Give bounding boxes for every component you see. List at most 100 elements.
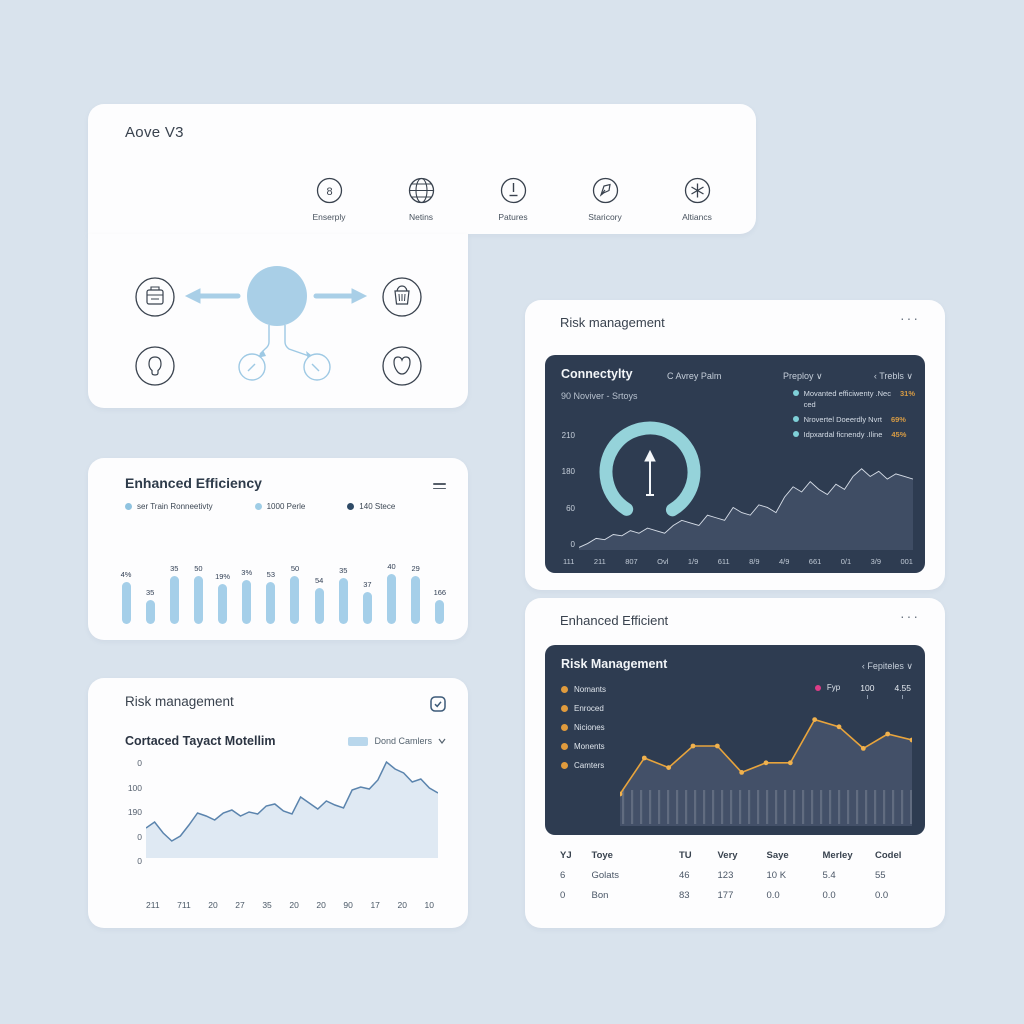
x-tick-label: 27: [235, 900, 245, 910]
table-row[interactable]: 0 Bon 83 177 0.0 0.0 0.0: [560, 890, 910, 901]
heart-icon[interactable]: [382, 346, 422, 386]
flow-diagram-card: [88, 234, 468, 408]
bar[interactable]: [290, 576, 300, 624]
app-title: Aove V3: [125, 124, 184, 141]
bar[interactable]: [218, 584, 228, 624]
bar-value-label: 53: [266, 570, 276, 579]
bar-value-label: 35: [170, 564, 179, 573]
bar-group: 19%: [215, 572, 230, 624]
up-arrow-icon: [644, 449, 656, 496]
x-tick-label: 211: [593, 557, 606, 566]
panel-title: Risk Management: [561, 657, 668, 671]
legend-dot-icon: [792, 431, 799, 437]
bar[interactable]: [242, 580, 252, 624]
x-tick-label: 20: [208, 900, 218, 910]
feature-item-netins[interactable]: Netins: [388, 177, 454, 222]
preploy-dropdown[interactable]: Preploy ∨: [783, 371, 823, 381]
bar-group: 40: [386, 562, 398, 624]
panel-legend: Movanted efficiwenty .Nec 31% ced Nrovertel…: [792, 389, 915, 439]
x-tick-label: 661: [808, 557, 822, 566]
bar[interactable]: [169, 576, 179, 624]
bar-group: 3%: [241, 568, 253, 624]
bar[interactable]: [435, 600, 445, 624]
panel-area-chart: [579, 468, 913, 550]
bar[interactable]: [266, 582, 276, 624]
feature-label: Altiancs: [682, 212, 712, 222]
stats-table: YJ Toye TU Very Saye Merley Codel 6 Golats 46 123 1…: [560, 850, 910, 910]
bar-value-label: 4%: [120, 570, 132, 579]
legend-item: Camters: [561, 761, 606, 770]
feature-icon-row: 8 Enserply Netins Patures Star: [296, 177, 730, 222]
x-tick-label: 807: [625, 557, 638, 566]
sub-node-right[interactable]: [303, 353, 331, 381]
area-chart: [146, 760, 438, 858]
series-selector[interactable]: Dond Camlers: [348, 736, 446, 746]
checkbox-icon[interactable]: [430, 696, 446, 712]
bar-group: 35: [144, 588, 156, 624]
trebls-dropdown[interactable]: ‹ Trebls ∨: [873, 371, 913, 381]
feature-label: Netins: [408, 212, 434, 222]
table-header-cell: Toye: [591, 850, 613, 861]
risk-left-title: Risk management: [125, 694, 234, 709]
legend-label-text: Nrovertel Doeerdly Nvrt: [803, 415, 882, 424]
more-menu-icon[interactable]: ···: [900, 608, 920, 624]
building-icon[interactable]: [135, 277, 175, 317]
table-cell: 0.0: [822, 890, 836, 901]
bar[interactable]: [314, 588, 324, 624]
menu-icon[interactable]: [433, 480, 446, 492]
legend-label-text: Idpxardal ficnendy .Iline: [803, 430, 883, 439]
bar[interactable]: [121, 582, 131, 624]
bar[interactable]: [193, 576, 203, 624]
panel-line-chart: [620, 717, 912, 826]
central-node[interactable]: [247, 266, 307, 326]
y-tick-label: 0: [137, 856, 142, 866]
bar[interactable]: [338, 578, 348, 624]
fepiteles-dropdown[interactable]: ‹ Fepiteles ∨: [861, 661, 913, 671]
x-tick-label: 4/9: [778, 557, 790, 566]
bar[interactable]: [362, 592, 372, 624]
feature-item-enserply[interactable]: 8 Enserply: [296, 177, 362, 222]
risk-dark-panel: Risk Management ‹ Fepiteles ∨ Nomants Enr…: [545, 645, 925, 835]
legend-value: 100: [860, 683, 874, 699]
legend-item: 1000 Perle: [254, 502, 305, 511]
flow-diagram: [135, 266, 422, 386]
legend-dot-icon: [125, 503, 132, 510]
clock-icon: [500, 177, 527, 204]
x-tick-label: 611: [717, 557, 730, 566]
bar[interactable]: [411, 576, 421, 624]
risk-left-card: Risk management Cortaced Tayact Motellim…: [88, 678, 468, 928]
legend-label: Fyp: [826, 683, 841, 692]
bar[interactable]: [145, 600, 155, 624]
series-label: Dond Camlers: [374, 736, 432, 746]
feature-label: Patures: [498, 212, 528, 222]
more-menu-icon[interactable]: ···: [900, 310, 920, 326]
table-row[interactable]: 6 Golats 46 123 10 K 5.4 55: [560, 870, 910, 881]
table-header-cell: Codel: [875, 850, 902, 861]
legend-value: 45%: [891, 430, 907, 439]
y-tick-label: 0: [137, 831, 142, 842]
lightbulb-icon[interactable]: [135, 346, 175, 386]
legend-item: ser Train Ronneetivty: [125, 502, 213, 511]
x-tick-label: 8/9: [749, 557, 760, 566]
x-tick-label: 1/9: [687, 557, 699, 566]
bar-group: 35: [337, 566, 349, 624]
legend-label-text: Movanted efficiwenty .Nec: [803, 389, 891, 398]
x-tick-label: Ovl: [657, 557, 669, 566]
table-cell: 123: [717, 870, 734, 881]
efficiency-card: Enhanced Efficiency ser Train Ronneetivt…: [88, 458, 468, 640]
connectivity-card: Risk management ··· Connectylty C Avrey …: [525, 300, 945, 590]
feature-item-staricory[interactable]: Staricory: [572, 177, 638, 222]
x-tick-label: 20: [397, 900, 407, 910]
legend-item: Movanted efficiwenty .Nec 31%: [792, 389, 915, 398]
legend-value: 31%: [899, 389, 915, 398]
feature-item-altiancs[interactable]: Altiancs: [664, 177, 730, 222]
bar-group: 4%: [120, 570, 132, 624]
bar-value-label: 29: [411, 564, 420, 573]
table-cell: 46: [679, 870, 690, 881]
legend-dot-icon: [561, 686, 568, 693]
feature-item-patures[interactable]: Patures: [480, 177, 546, 222]
bar-value-label: 37: [363, 580, 372, 589]
bar[interactable]: [387, 574, 397, 624]
trash-icon[interactable]: [382, 277, 422, 317]
header-card: Aove V3 8 Enserply Netins Patures: [88, 104, 756, 234]
